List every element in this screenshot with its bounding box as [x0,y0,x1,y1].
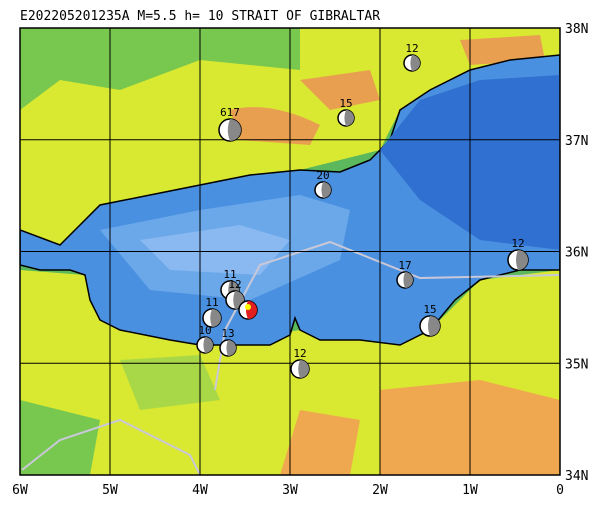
beachball-quadrant [321,182,331,198]
event-depth: 20 [316,169,329,182]
lat-label: 38N [565,22,588,37]
beachball-quadrant [203,337,213,353]
map-frame [19,27,561,476]
mainshock [238,300,258,320]
lat-label: 35N [565,357,588,372]
focal-mechanism: 617 [218,106,242,142]
beachball-quadrant [226,340,236,356]
lon-label: 6W [12,483,28,498]
event-depth: 15 [423,303,436,316]
epicenter [245,304,251,310]
focal-mechanism: 12 [403,42,421,72]
event-depth: 617 [220,106,240,119]
lon-label: 1W [462,483,478,498]
event-depth: 12 [228,278,241,291]
beachball-quadrant [227,119,241,141]
event-depth: 11 [205,296,218,309]
lat-label: 37N [565,134,588,149]
focal-mechanism: 13 [219,327,237,357]
lat-label: 34N [565,469,588,484]
focal-mechanism: 11 [202,296,222,328]
event-depth: 12 [293,347,306,360]
beachball-quadrant [516,250,528,270]
beachball-quadrant [344,110,354,126]
beachball-quadrant [428,316,440,336]
event-depth: 13 [221,327,234,340]
lon-label: 5W [102,483,118,498]
focal-mechanism: 17 [396,259,414,289]
event-depth: 11 [223,268,236,281]
beachball-quadrant [210,309,221,327]
lat-label: 36N [565,246,588,261]
event-depth: 12 [405,42,418,55]
event-depth: 12 [511,237,524,250]
lon-label: 4W [192,483,208,498]
beachball-quadrant [403,272,413,288]
lon-label: 3W [282,483,298,498]
focal-mechanism: 12 [507,237,529,271]
beachball-quadrant [410,55,420,71]
event-depth: 15 [339,97,352,110]
focal-mechanism: 12 [290,347,310,379]
focal-mechanism: 15 [337,97,355,127]
focal-mechanism: 10 [196,324,214,354]
focal-mechanism: 20 [314,169,332,199]
map-title: E202205201235A M=5.5 h= 10 STRAIT OF GIB… [20,9,380,24]
focal-mechanism: 15 [419,303,441,337]
lon-label: 0 [556,483,564,498]
focal-mechanism: 12 [225,278,245,310]
graticule [20,28,560,475]
beachball-quadrant [298,360,309,378]
lon-label: 2W [372,483,388,498]
event-depth: 17 [398,259,411,272]
event-depth: 10 [198,324,211,337]
